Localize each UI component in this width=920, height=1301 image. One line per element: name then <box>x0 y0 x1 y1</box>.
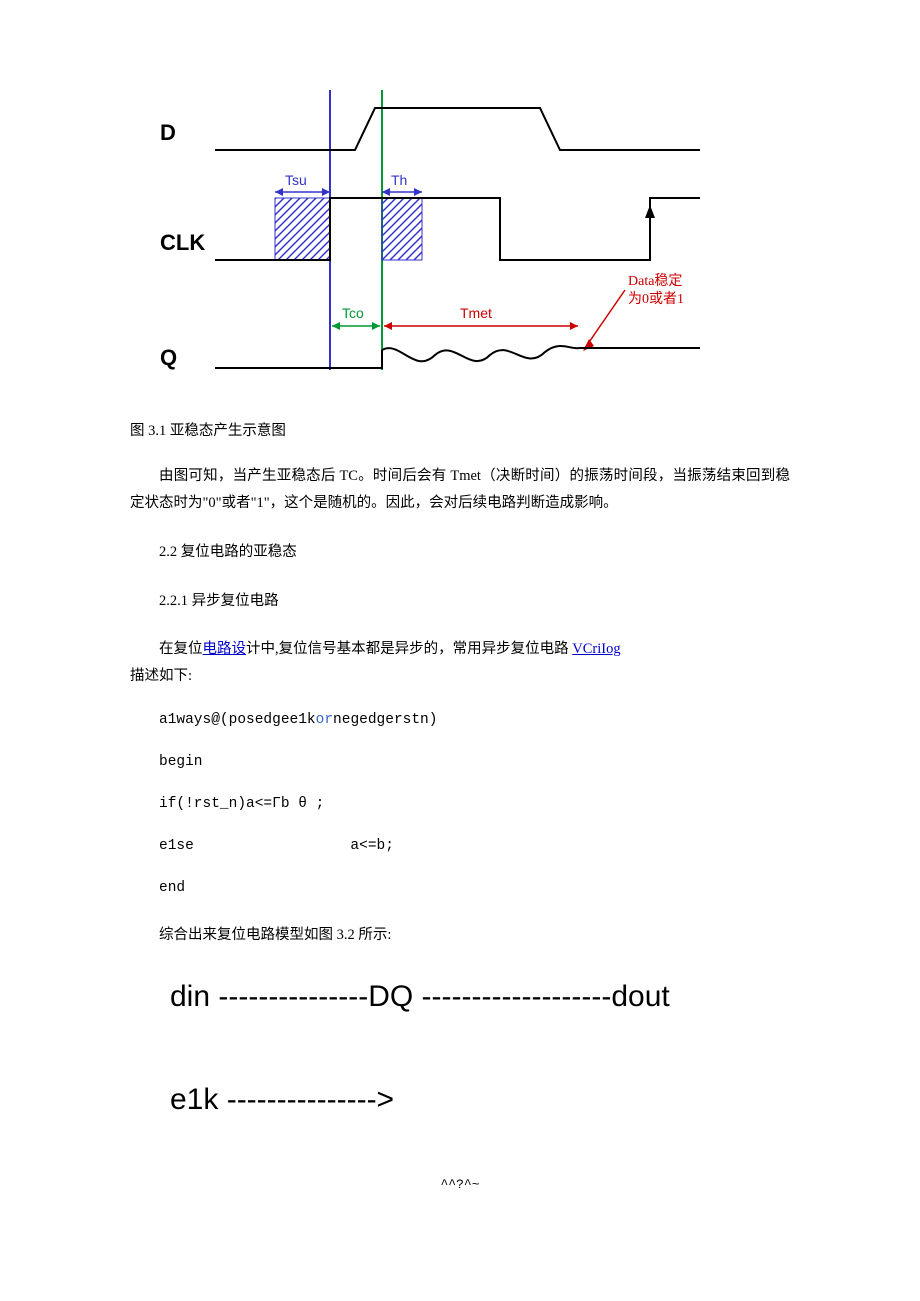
block-diagram-row2: e1k ---------------> <box>170 1074 790 1125</box>
link-verilog[interactable]: VCriIog <box>572 641 620 657</box>
signal-q-wave-start <box>215 350 382 368</box>
para2-text-pre: 在复位 <box>159 641 203 657</box>
keyword-or: or <box>316 712 333 728</box>
timing-diagram-svg: D Tsu Th <box>160 90 790 410</box>
label-data-stable-2: 为0或者1 <box>628 291 684 307</box>
timing-diagram-figure: D Tsu Th <box>160 90 790 410</box>
label-tmet: Tmet <box>460 305 492 321</box>
code-line-1: a1ways@(posedgee1kornegedgerstn) <box>130 712 790 728</box>
block-diagram-row1: din ---------------DQ ------------------… <box>170 971 790 1022</box>
code-line-2: begin <box>130 754 790 770</box>
code-line-4: e1se a<=b; <box>130 838 790 854</box>
paragraph-2b: 描述如下: <box>130 663 790 690</box>
hatch-tsu <box>275 198 330 260</box>
signal-q-label: Q <box>160 345 177 370</box>
link-circuit-design[interactable]: 电路设 <box>203 641 247 657</box>
label-data-stable-1: Data稳定 <box>628 273 682 289</box>
signal-d-label: D <box>160 120 176 145</box>
hatch-th <box>382 198 422 260</box>
footer-mark: ^^?^~ <box>130 1177 790 1192</box>
label-tco: Tco <box>342 305 364 321</box>
paragraph-2: 在复位电路设计中,复位信号基本都是异步的，常用异步复位电路 VCriIog <box>130 636 790 663</box>
paragraph-1: 由图可知，当产生亚稳态后 TC。时间后会有 Tmet（决断时间）的振荡时间段，当… <box>130 463 790 517</box>
signal-q-wave-meta <box>382 346 700 361</box>
code-line-5: end <box>130 880 790 896</box>
section-2-2-1-heading: 2.2.1 异步复位电路 <box>130 588 790 615</box>
signal-d-wave <box>215 108 700 150</box>
block-diagram: din ---------------DQ ------------------… <box>170 971 790 1125</box>
section-2-2-heading: 2.2 复位电路的亚稳态 <box>130 539 790 566</box>
signal-clk-label: CLK <box>160 230 205 255</box>
label-th: Th <box>391 172 407 188</box>
label-tsu: Tsu <box>285 172 307 188</box>
para2-text-mid: 计中,复位信号基本都是异步的，常用异步复位电路 <box>246 641 572 657</box>
paragraph-3: 综合出来复位电路模型如图 3.2 所示: <box>130 922 790 949</box>
code-line-3: if(!rst_n)a<=Γb θ ; <box>130 796 790 812</box>
figure-caption: 图 3.1 亚稳态产生示意图 <box>130 420 790 443</box>
